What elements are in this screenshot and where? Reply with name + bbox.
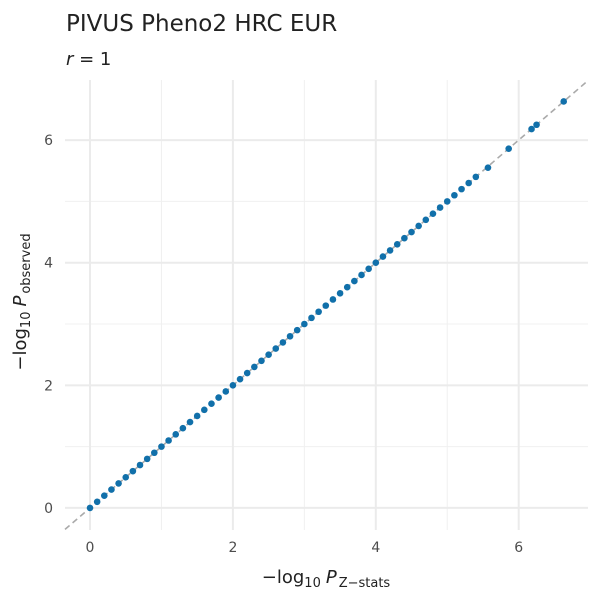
x-tick-label: 6 — [514, 540, 523, 556]
x-tick-label: 2 — [228, 540, 237, 556]
y-tick-label: 0 — [44, 501, 53, 517]
point — [528, 125, 535, 133]
point — [533, 121, 540, 129]
point — [201, 406, 208, 414]
point — [358, 271, 365, 279]
point — [429, 210, 437, 217]
y-label-sub: 10 — [19, 312, 34, 329]
plot-area: 0 2 4 6 0 2 4 6 — [44, 80, 589, 556]
point — [258, 357, 265, 365]
point — [322, 302, 330, 309]
point — [193, 412, 201, 420]
point — [465, 179, 472, 187]
point — [172, 431, 180, 438]
x-label-sub: 10 — [304, 576, 321, 591]
point — [329, 296, 337, 303]
point — [279, 339, 287, 346]
subtitle-rest: = 1 — [73, 49, 111, 70]
point — [108, 486, 115, 493]
point — [179, 424, 187, 432]
point — [386, 247, 394, 254]
point — [286, 332, 294, 340]
y-axis-label: −log10 Pobserved — [10, 233, 34, 370]
point — [401, 234, 408, 242]
point — [165, 437, 172, 444]
point — [379, 253, 387, 260]
point — [308, 314, 315, 322]
point — [408, 228, 415, 236]
y-label-prefix: −log — [10, 328, 31, 371]
x-label-prefix: −log — [262, 567, 305, 588]
x-tick-label: 4 — [371, 540, 380, 556]
point — [422, 216, 430, 224]
point — [115, 480, 122, 487]
x-tick-label: 0 — [86, 540, 95, 556]
y-label-var-sub: observed — [19, 233, 34, 293]
point — [343, 283, 351, 291]
chart-title: PIVUS Pheno2 HRC EUR — [66, 11, 337, 37]
chart-subtitle: r = 1 — [66, 49, 111, 70]
point — [243, 369, 251, 377]
point — [251, 363, 258, 371]
point — [436, 204, 444, 211]
point — [151, 449, 158, 457]
x-axis-label: −log10 P Z−stats — [262, 567, 391, 591]
y-tick-label: 4 — [44, 256, 53, 272]
y-tick-label: 6 — [44, 133, 53, 149]
point — [393, 241, 401, 248]
point — [208, 400, 215, 408]
point — [265, 351, 272, 358]
point — [129, 467, 137, 475]
point — [293, 326, 301, 334]
point — [443, 198, 451, 205]
y-label-var: P — [10, 296, 31, 307]
point — [100, 492, 108, 499]
point — [315, 308, 322, 316]
point — [505, 145, 512, 152]
point — [351, 277, 358, 285]
point — [215, 394, 222, 401]
point — [372, 259, 380, 266]
point — [136, 461, 144, 469]
point — [301, 320, 308, 328]
point — [336, 290, 344, 297]
point — [86, 504, 94, 512]
point — [222, 388, 230, 395]
point — [122, 473, 130, 481]
point — [472, 173, 480, 181]
point — [93, 498, 101, 506]
point — [451, 191, 458, 199]
point — [365, 265, 372, 273]
point — [236, 375, 244, 383]
point — [484, 164, 492, 171]
point — [229, 382, 237, 389]
point — [143, 455, 151, 463]
point — [272, 345, 280, 352]
point — [158, 443, 165, 450]
x-label-var-sub: Z−stats — [339, 576, 391, 591]
x-label-var: P — [326, 567, 337, 588]
subtitle-var: r — [66, 49, 75, 70]
point — [560, 98, 568, 105]
point — [186, 418, 194, 426]
point — [415, 222, 422, 230]
y-tick-label: 2 — [44, 378, 53, 394]
point — [458, 185, 465, 193]
